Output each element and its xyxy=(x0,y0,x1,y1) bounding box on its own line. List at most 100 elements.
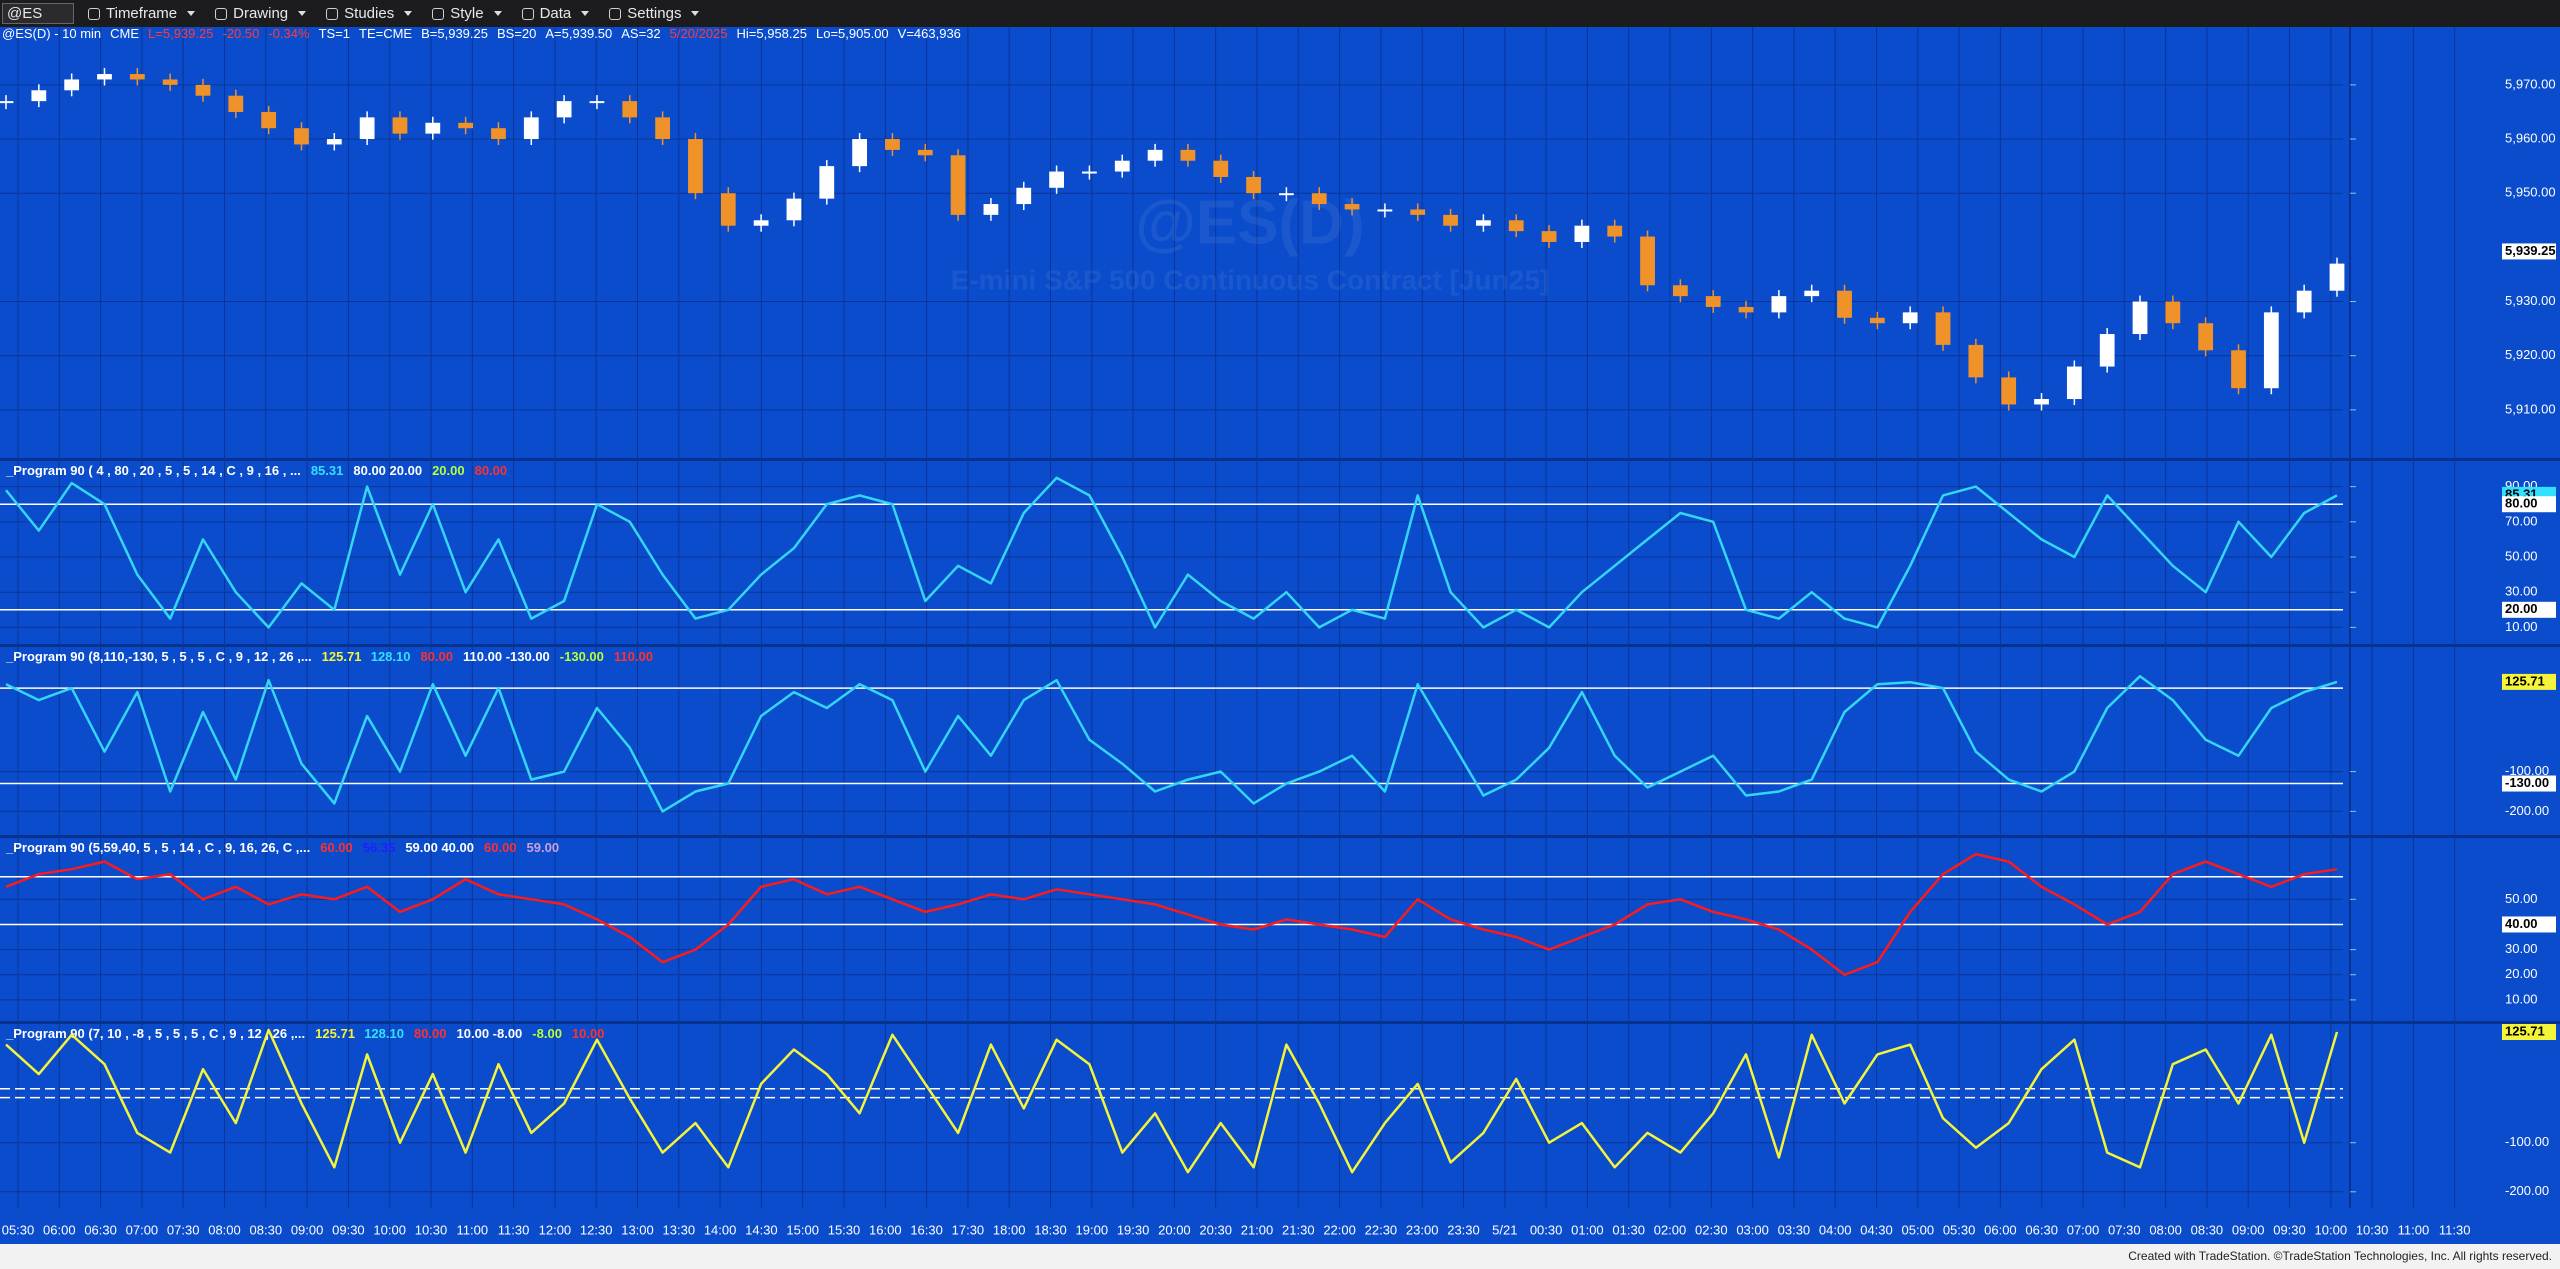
value-marker xyxy=(2502,243,2556,260)
menu-data[interactable]: Data xyxy=(521,5,590,22)
candle xyxy=(1738,306,1754,313)
candle xyxy=(1508,220,1524,232)
study-legend: _Program 90 (8,110,-130, 5 , 5 , 5 , C ,… xyxy=(5,649,653,664)
y-tick-label: 50.00 xyxy=(2505,548,2538,563)
candle xyxy=(2165,301,2181,324)
candle xyxy=(31,90,47,102)
menu-label: Studies xyxy=(344,5,395,22)
menu-drawing[interactable]: Drawing xyxy=(215,5,307,22)
time-label: 16:00 xyxy=(869,1222,902,1237)
status-item: A=5,939.50 xyxy=(545,27,612,41)
candle xyxy=(589,101,605,104)
y-tick-label: 70.00 xyxy=(2505,513,2538,528)
candle xyxy=(2231,350,2246,389)
status-item: BS=20 xyxy=(497,27,536,41)
candle xyxy=(523,117,539,140)
legend-item: _Program 90 ( 4 , 80 , 20 , 5 , 5 , 14 ,… xyxy=(5,463,301,478)
candle xyxy=(1837,290,1852,318)
legend-item: 20.00 xyxy=(432,463,465,478)
caret xyxy=(493,11,502,16)
caret xyxy=(404,11,413,16)
menu-timeframe[interactable]: Timeframe xyxy=(88,5,196,22)
candle xyxy=(2296,290,2312,313)
time-label: 19:00 xyxy=(1076,1222,1109,1237)
indicator-line xyxy=(5,852,2338,977)
icon xyxy=(88,7,100,20)
time-label: 11:00 xyxy=(2398,1222,2430,1237)
candle xyxy=(556,101,572,118)
y-tick-label: 5,920.00 xyxy=(2505,347,2556,362)
time-label: 07:00 xyxy=(2067,1222,2100,1237)
time-label: 11:30 xyxy=(498,1222,530,1237)
candle xyxy=(261,111,277,129)
time-label: 09:00 xyxy=(291,1222,324,1237)
icon xyxy=(521,7,534,20)
candle xyxy=(491,128,506,140)
time-label: 17:30 xyxy=(952,1222,985,1237)
menu-label: Data xyxy=(539,5,572,22)
candle xyxy=(1541,231,1557,242)
legend-item: 59.00 40.00 xyxy=(405,840,474,855)
indicator-line xyxy=(5,476,2338,629)
candle xyxy=(1705,296,1721,307)
time-label: 10:30 xyxy=(415,1222,448,1237)
time-label: 10:00 xyxy=(2315,1222,2348,1237)
time-label: 06:00 xyxy=(1984,1222,2017,1237)
time-label: 18:30 xyxy=(1034,1222,1067,1237)
candle xyxy=(720,193,736,226)
candle xyxy=(129,74,145,80)
time-label: 07:30 xyxy=(2108,1222,2141,1237)
value-marker xyxy=(2502,601,2556,618)
time-label: 09:00 xyxy=(2232,1222,2265,1237)
time-label: 06:00 xyxy=(43,1222,76,1237)
time-label: 08:00 xyxy=(2149,1222,2182,1237)
status-item: TE=CME xyxy=(359,27,412,41)
legend-item: 125.71 xyxy=(322,649,362,664)
legend-item: 110.00 -130.00 xyxy=(463,649,550,664)
value-marker xyxy=(2502,496,2556,513)
legend-item: _Program 90 (8,110,-130, 5 , 5 , 5 , C ,… xyxy=(5,649,312,664)
legend-item: _Program 90 (5,59,40, 5 , 5 , 14 , C , 9… xyxy=(5,840,310,855)
panel-separator xyxy=(0,458,2560,461)
time-label: 22:30 xyxy=(1365,1222,1398,1237)
legend-item: -130.00 xyxy=(560,649,604,664)
time-label: 21:30 xyxy=(1282,1222,1315,1237)
candle xyxy=(1902,312,1918,324)
candle xyxy=(2263,312,2279,389)
time-label: 21:00 xyxy=(1241,1222,1274,1237)
candle xyxy=(195,84,211,96)
time-label: 11:30 xyxy=(2439,1222,2471,1237)
candle xyxy=(819,166,835,199)
candle xyxy=(786,198,802,221)
y-tick-label: 5,930.00 xyxy=(2505,293,2556,308)
menu-style[interactable]: Style xyxy=(432,5,502,22)
icon xyxy=(432,7,445,20)
menu-studies[interactable]: Studies xyxy=(326,5,413,22)
footer-bg xyxy=(0,1244,2560,1269)
value-marker-label: 5,939.25 xyxy=(2505,243,2556,258)
caret xyxy=(298,11,307,16)
value-marker-label: 125.71 xyxy=(2505,1023,2545,1038)
menu-settings[interactable]: Settings xyxy=(609,5,700,22)
time-label: 08:30 xyxy=(2191,1222,2224,1237)
time-label: 12:00 xyxy=(539,1222,572,1237)
time-label: 06:30 xyxy=(84,1222,117,1237)
icon xyxy=(215,7,228,20)
status-item: L=5,939.25 xyxy=(148,27,213,41)
legend-item: 80.00 xyxy=(420,649,453,664)
time-label: 20:30 xyxy=(1199,1222,1232,1237)
time-label: 03:30 xyxy=(1778,1222,1811,1237)
toolbar: @ES Timeframe Drawing Studies Style Data… xyxy=(0,0,2560,27)
time-label: 15:30 xyxy=(828,1222,861,1237)
y-tick-label: 10.00 xyxy=(2505,991,2538,1006)
candle xyxy=(1180,149,1196,161)
legend-item: -8.00 xyxy=(532,1026,562,1041)
candle xyxy=(688,139,703,194)
candle xyxy=(1640,236,1655,286)
time-label: 04:00 xyxy=(1819,1222,1852,1237)
candle xyxy=(1016,187,1032,205)
study-legend: _Program 90 (5,59,40, 5 , 5 , 14 , C , 9… xyxy=(5,840,559,855)
symbol-box[interactable]: @ES xyxy=(2,3,74,24)
time-label: 02:30 xyxy=(1695,1222,1728,1237)
candle xyxy=(2099,334,2115,367)
